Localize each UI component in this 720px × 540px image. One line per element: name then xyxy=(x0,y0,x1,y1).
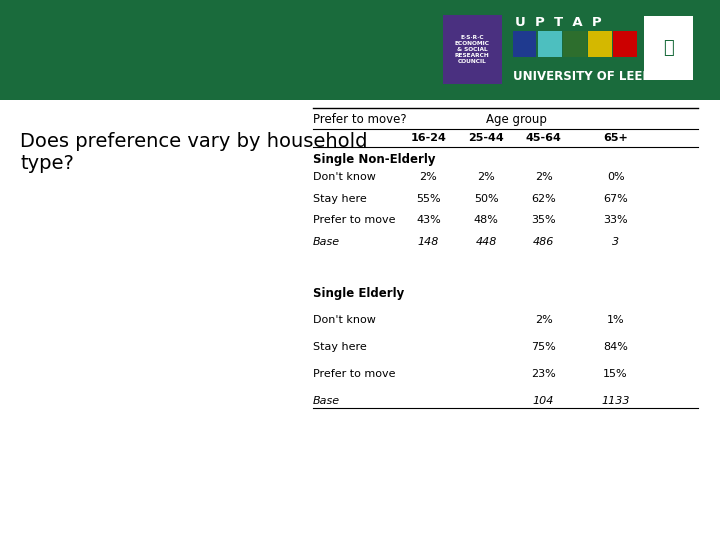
Text: 0%: 0% xyxy=(607,172,624,182)
Text: 448: 448 xyxy=(475,237,497,247)
Text: Prefer to move: Prefer to move xyxy=(313,369,396,379)
Text: 2%: 2% xyxy=(535,172,552,182)
Text: E·S·R·C
ECONOMIC
& SOCIAL
RESEARCH
COUNCIL: E·S·R·C ECONOMIC & SOCIAL RESEARCH COUNC… xyxy=(455,35,490,64)
Bar xyxy=(588,31,612,57)
Text: 16-24: 16-24 xyxy=(410,133,446,143)
Text: Age group: Age group xyxy=(486,113,547,126)
Text: 2%: 2% xyxy=(535,315,552,325)
Text: 104: 104 xyxy=(533,396,554,406)
Text: UNIVERSITY OF LEEDS: UNIVERSITY OF LEEDS xyxy=(513,70,660,83)
Bar xyxy=(563,31,587,57)
Text: 2%: 2% xyxy=(420,172,437,182)
Text: 486: 486 xyxy=(533,237,554,247)
Bar xyxy=(513,31,536,57)
Text: 15%: 15% xyxy=(603,369,628,379)
Text: Don't know: Don't know xyxy=(313,172,376,182)
Bar xyxy=(443,15,502,84)
Text: 55%: 55% xyxy=(416,194,441,204)
Text: 25-44: 25-44 xyxy=(468,133,504,143)
Text: Prefer to move?: Prefer to move? xyxy=(313,113,407,126)
Text: 35%: 35% xyxy=(531,215,556,225)
Bar xyxy=(644,16,693,80)
Text: Stay here: Stay here xyxy=(313,194,367,204)
Text: 50%: 50% xyxy=(474,194,498,204)
Text: 43%: 43% xyxy=(416,215,441,225)
Text: 84%: 84% xyxy=(603,342,628,352)
Text: Stay here: Stay here xyxy=(313,342,367,352)
Text: 1%: 1% xyxy=(607,315,624,325)
Text: 1133: 1133 xyxy=(601,396,630,406)
Bar xyxy=(0,0,720,100)
Bar xyxy=(538,31,562,57)
Text: Base: Base xyxy=(313,237,341,247)
Bar xyxy=(613,31,637,57)
Text: U  P  T  A  P: U P T A P xyxy=(515,16,601,29)
Text: ⛪: ⛪ xyxy=(664,39,674,57)
Text: 3: 3 xyxy=(612,237,619,247)
Text: 67%: 67% xyxy=(603,194,628,204)
Text: Prefer to move: Prefer to move xyxy=(313,215,396,225)
Text: Base: Base xyxy=(313,396,341,406)
Text: 45-64: 45-64 xyxy=(526,133,562,143)
Text: 23%: 23% xyxy=(531,369,556,379)
Text: 2%: 2% xyxy=(477,172,495,182)
Text: 62%: 62% xyxy=(531,194,556,204)
Text: 75%: 75% xyxy=(531,342,556,352)
Text: 148: 148 xyxy=(418,237,439,247)
Text: 48%: 48% xyxy=(474,215,498,225)
Text: 33%: 33% xyxy=(603,215,628,225)
Text: 65+: 65+ xyxy=(603,133,628,143)
Text: Don't know: Don't know xyxy=(313,315,376,325)
Text: Single Non-Elderly: Single Non-Elderly xyxy=(313,153,436,166)
Text: Single Elderly: Single Elderly xyxy=(313,287,405,300)
Text: Does preference vary by household
type?: Does preference vary by household type? xyxy=(20,132,368,173)
